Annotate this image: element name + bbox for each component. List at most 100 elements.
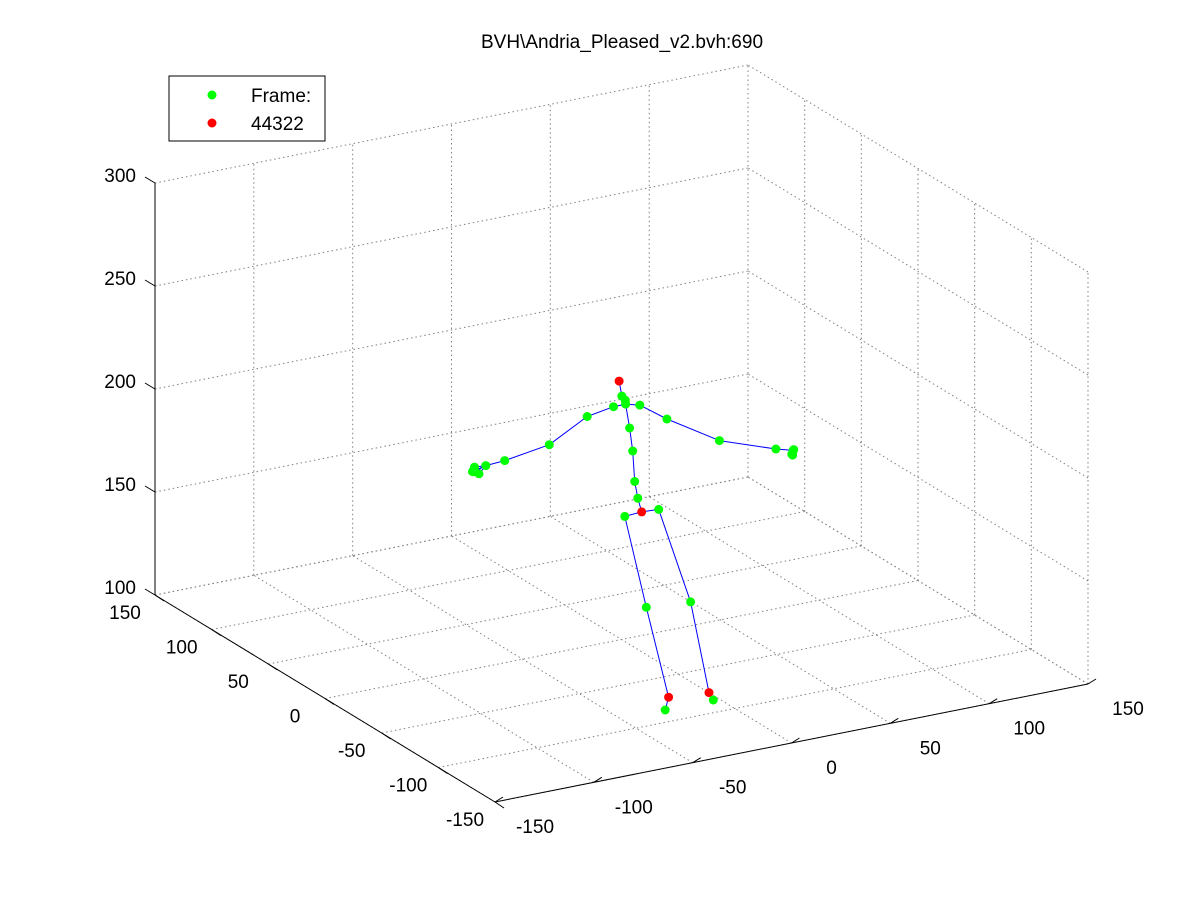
bone-lhip-lknee: [624, 516, 647, 608]
bone-lclav-lshoulder: [587, 406, 614, 417]
joint-relbow: [714, 436, 724, 446]
grid-line-back-z: [154, 167, 749, 287]
y-tick-mark: [381, 732, 391, 740]
joint-chest: [625, 423, 635, 433]
legend-box: [168, 75, 326, 142]
axis-layer: [144, 176, 1097, 809]
grid-line-floor-y: [438, 649, 1032, 768]
x-tick-mark: [494, 796, 504, 803]
joint-headtop: [614, 376, 624, 386]
legend-marker-value: [207, 118, 217, 128]
y-tick-mark: [494, 801, 505, 809]
grid-line-side-z: [747, 373, 1089, 582]
x-tick-label: 100: [1013, 719, 1045, 740]
y-tick-label: -50: [338, 741, 365, 762]
joint-lknee: [641, 602, 651, 612]
x-tick-label: -150: [516, 817, 554, 838]
grid-line-floor-y: [268, 545, 862, 665]
joint-rhip: [654, 504, 664, 514]
joint-lelbow: [544, 440, 554, 450]
x-tick-mark: [890, 717, 899, 724]
bone-rhip-rknee: [658, 509, 692, 603]
grid-line-side-z: [747, 270, 1089, 479]
y-tick-mark: [268, 663, 278, 671]
joint-lclav: [609, 402, 618, 412]
joint-lankle: [664, 692, 674, 702]
z-tick-label: 200: [104, 372, 136, 393]
grid-line-floor-y: [211, 511, 805, 630]
joint-rtoe: [708, 695, 718, 705]
x-tick-label: -50: [719, 778, 746, 799]
x-tick-label: 150: [1112, 699, 1144, 720]
x-tick-label: 0: [826, 758, 837, 779]
joint-lwrist: [500, 456, 510, 466]
y-tick-mark: [154, 594, 165, 602]
grid-line-floor-x: [550, 515, 891, 724]
bone-lshoulder-lelbow: [549, 416, 588, 446]
joint-lhand5: [474, 469, 484, 479]
y-tick-label: -100: [389, 776, 427, 797]
grid-line-side-z: [747, 64, 1089, 273]
x-tick-mark: [593, 776, 603, 783]
x-tick-mark: [1087, 678, 1097, 685]
y-tick-mark: [211, 629, 221, 636]
joint-rshoulder: [662, 414, 672, 424]
chart-title: BVH\Andria_Pleased_v2.bvh:690: [481, 32, 763, 53]
joint-rclav: [635, 400, 645, 410]
grid-line-side-z: [747, 476, 1089, 685]
joint-hips: [637, 507, 647, 517]
x-tick-label: -100: [615, 797, 653, 818]
legend-label-value: 44322: [251, 114, 304, 135]
z-tick-mark: [144, 382, 156, 390]
joint-head: [617, 391, 627, 401]
y-tick-mark: [438, 767, 448, 774]
grid-line-floor-y: [324, 580, 919, 699]
joint-rknee: [686, 597, 696, 607]
y-tick-mark: [324, 698, 335, 705]
y-tick-label: 150: [109, 603, 141, 624]
joint-rankle: [704, 688, 714, 698]
legend[interactable]: Frame: 44322: [168, 75, 326, 142]
bone-rclav-rshoulder: [639, 404, 668, 420]
z-tick-label: 300: [104, 166, 136, 187]
z-tick-mark: [144, 485, 156, 493]
z-tick-label: 250: [104, 269, 136, 290]
bone-rknee-rankle: [690, 601, 710, 693]
grid-line-side-z: [747, 167, 1089, 376]
grid-line-floor-x: [253, 574, 595, 783]
tick-labels: -150 -100 -50 0 50 100 150 -150 -100 -50 0 50 100 150…: [104, 166, 1144, 838]
grid-line-floor-y: [381, 614, 975, 734]
y-tick-label: 50: [228, 672, 249, 693]
bone-lelbow-lwrist: [504, 444, 550, 462]
skeleton-joints: [468, 376, 799, 715]
joint-spine3: [628, 446, 638, 456]
grid-line-back-z: [154, 373, 749, 493]
z-tick-mark: [144, 176, 156, 184]
z-tick-label: 150: [104, 475, 136, 496]
joint-lhip: [620, 511, 630, 521]
x-tick-mark: [791, 737, 800, 744]
x-tick-label: 50: [920, 738, 941, 759]
joint-lhand: [481, 461, 491, 471]
grid-line-floor-x: [352, 555, 693, 764]
joint-ltoe: [660, 705, 670, 715]
x-tick-mark: [692, 757, 701, 764]
z-tick-label: 100: [104, 578, 136, 599]
grid-line-back-z: [154, 270, 749, 390]
legend-marker-frame: [207, 90, 217, 100]
joint-spine2: [630, 477, 640, 486]
joint-rhand3: [788, 450, 798, 460]
bone-lknee-lankle: [645, 607, 670, 698]
grid-line-floor-x: [648, 496, 990, 705]
bone-rshoulder-relbow: [666, 418, 720, 442]
joint-spine1: [633, 493, 643, 503]
z-tick-mark: [144, 588, 156, 596]
bone-relbow-rwrist: [719, 440, 776, 450]
joint-lshoulder: [582, 412, 592, 421]
joint-rwrist: [771, 444, 781, 454]
z-tick-mark: [144, 279, 156, 287]
y-tick-label: 100: [166, 638, 198, 659]
y-tick-label: -150: [446, 810, 484, 831]
